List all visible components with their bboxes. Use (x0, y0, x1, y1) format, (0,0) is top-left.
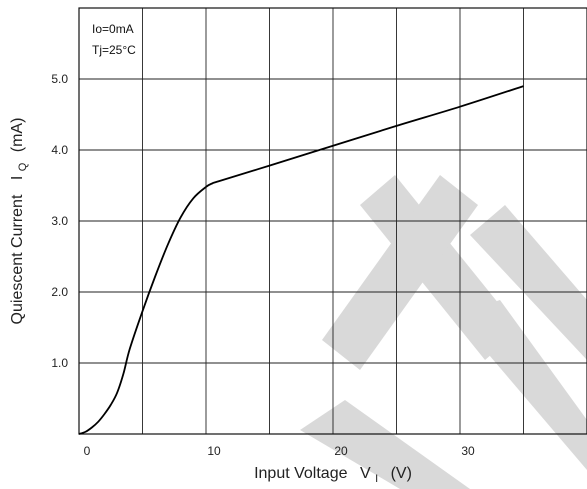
y-axis-subscript: Q (17, 162, 29, 171)
watermark-stroke-b (322, 175, 478, 370)
watermark-stroke-e (300, 400, 470, 489)
x-tick-label: 10 (207, 444, 221, 458)
x-tick-label: 0 (84, 444, 91, 458)
series-line-quiescent-current (78, 85, 524, 435)
y-tick-label: 3.0 (51, 214, 68, 228)
y-axis-label-text: Quiescent Current (9, 194, 26, 324)
x-axis-symbol: V (360, 465, 371, 482)
watermark-stroke-c (470, 205, 587, 360)
x-axis-label-text: Input Voltage (254, 465, 348, 482)
watermark-stroke-d (455, 300, 587, 470)
x-axis-unit: (V) (391, 465, 412, 482)
x-axis-label: Input Voltage V I (V) (254, 465, 412, 486)
watermark-logo (300, 175, 587, 489)
condition-io: Io=0mA (92, 22, 134, 36)
x-tick-label: 30 (461, 444, 475, 458)
y-axis-unit: (mA) (9, 118, 26, 153)
y-axis-label: Quiescent Current I Q (mA) (9, 118, 30, 325)
y-axis-symbol: I (9, 176, 26, 180)
y-tick-label: 1.0 (51, 356, 68, 370)
chart-grid (79, 8, 587, 434)
x-tick-labels: 0 10 20 30 (84, 444, 475, 458)
x-axis-subscript: I (375, 473, 378, 485)
x-tick-label: 20 (334, 444, 348, 458)
y-tick-label: 2.0 (51, 285, 68, 299)
condition-tj: Tj=25°C (92, 43, 136, 57)
y-tick-label: 4.0 (51, 143, 68, 157)
y-tick-label: 5.0 (51, 72, 68, 86)
y-tick-labels: 1.0 2.0 3.0 4.0 5.0 (51, 72, 68, 370)
plot-frame (78, 7, 587, 435)
